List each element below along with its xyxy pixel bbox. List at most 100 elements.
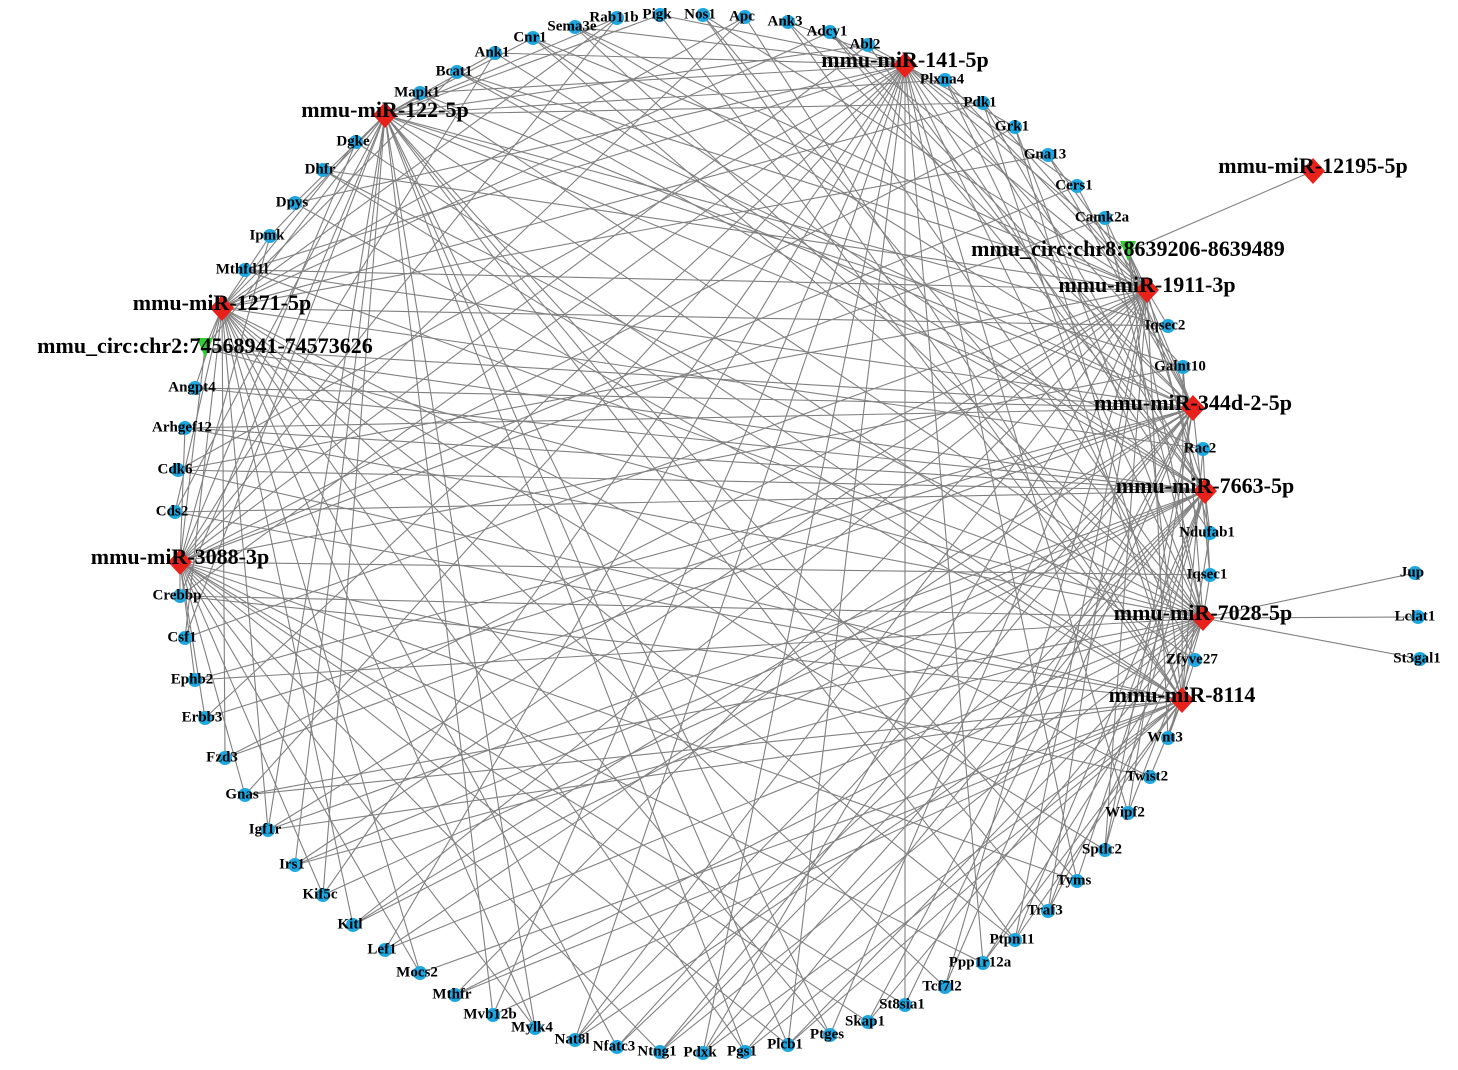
- circrna-label: mmu_circ:chr2:74568941-74573626: [37, 333, 373, 358]
- gene-node: [1121, 806, 1135, 820]
- edge: [1202, 572, 1416, 619]
- edge: [179, 561, 421, 974]
- gene-label: Zfyve27: [1166, 651, 1218, 667]
- gene-label: Dhfr: [305, 161, 336, 177]
- gene-label: Mapk1: [394, 84, 440, 100]
- edge: [184, 307, 223, 639]
- edge: [904, 64, 1184, 368]
- circrna-node: [197, 338, 213, 358]
- gene-label: Plcb1: [767, 1036, 803, 1052]
- gene-node: [288, 196, 302, 210]
- gene-label: Traf3: [1027, 902, 1063, 918]
- edge: [294, 114, 386, 866]
- gene-label: Bcat1: [436, 63, 473, 79]
- gene-node: [178, 631, 192, 645]
- gene-node: [413, 966, 427, 980]
- edge: [384, 44, 869, 116]
- edge: [904, 64, 1129, 252]
- gene-node: [1098, 843, 1112, 857]
- edge: [179, 347, 206, 563]
- gene-node: [823, 25, 837, 39]
- edge: [659, 14, 1183, 701]
- edge: [179, 366, 1184, 563]
- gene-node: [1098, 211, 1112, 225]
- edge: [419, 699, 1183, 974]
- mirna-label: mmu-miR-3088-3p: [91, 544, 269, 569]
- gene-node: [450, 65, 464, 79]
- gene-node: [781, 1038, 795, 1052]
- mirna-label: mmu-miR-12195-5p: [1218, 153, 1407, 178]
- gene-label: Plxna4: [920, 71, 965, 87]
- gene-node: [263, 229, 277, 243]
- edge: [269, 114, 386, 237]
- edge: [384, 114, 789, 1046]
- gene-label: Lclat1: [1395, 608, 1436, 624]
- edge: [454, 617, 1204, 996]
- gene-label: Ntng1: [637, 1043, 676, 1059]
- edge: [204, 347, 1204, 619]
- gene-label: Igf1r: [249, 821, 282, 837]
- edge: [179, 561, 789, 1046]
- gene-node: [1161, 319, 1175, 333]
- edge: [384, 114, 831, 1036]
- edge: [384, 79, 946, 116]
- edge: [574, 26, 1204, 619]
- gene-node: [1411, 610, 1425, 624]
- edge: [1127, 250, 1204, 619]
- edge: [179, 561, 536, 1029]
- mirna-node: [1181, 395, 1205, 421]
- gene-node: [976, 96, 990, 110]
- gene-label: Dgke: [336, 133, 370, 149]
- edge: [221, 141, 357, 309]
- gene-label: Wnt3: [1147, 729, 1183, 745]
- edge: [1047, 490, 1206, 912]
- gene-node: [568, 20, 582, 34]
- edge: [384, 114, 1169, 327]
- edge: [384, 114, 1078, 882]
- gene-label: Iqsec2: [1145, 317, 1186, 333]
- gene-node: [1041, 148, 1055, 162]
- gene-label: Lef1: [367, 941, 396, 957]
- edge: [702, 14, 1183, 701]
- gene-node: [349, 135, 363, 149]
- gene-label: Camk2a: [1075, 209, 1130, 225]
- gene-label: Ephb2: [171, 671, 214, 687]
- edge: [179, 44, 869, 563]
- gene-label: Kitl: [338, 916, 363, 932]
- edge: [574, 617, 1204, 1041]
- edge: [904, 64, 1196, 661]
- edge: [384, 52, 496, 116]
- edges: [174, 14, 1421, 1054]
- edge: [179, 64, 906, 597]
- mirna-node: [893, 52, 917, 78]
- gene-node: [738, 10, 752, 24]
- gene-label: Wipf2: [1105, 804, 1145, 820]
- gene-node: [781, 15, 795, 29]
- edge: [221, 307, 1106, 851]
- circrna-label: mmu_circ:chr8:8639206-8639489: [971, 236, 1285, 261]
- edge: [322, 490, 1206, 896]
- mirna-label: mmu-miR-344d-2-5p: [1094, 390, 1292, 415]
- gene-node: [188, 673, 202, 687]
- edge: [1047, 289, 1148, 912]
- edge: [456, 71, 1206, 492]
- edge: [179, 17, 618, 563]
- edge: [184, 407, 1194, 429]
- edge: [532, 37, 1148, 291]
- edge: [221, 307, 269, 831]
- edge: [574, 289, 1148, 1041]
- edge: [221, 307, 1151, 778]
- mirna-label: mmu-miR-7663-5p: [1116, 473, 1294, 498]
- edge: [179, 561, 661, 1053]
- edge: [384, 64, 906, 951]
- gene-node: [610, 11, 624, 25]
- edge: [787, 699, 1183, 1046]
- edge: [221, 307, 746, 1053]
- edge: [532, 37, 1204, 619]
- edge: [1014, 490, 1206, 941]
- mirna-node: [1135, 277, 1159, 303]
- edge: [179, 427, 186, 563]
- gene-node: [1203, 526, 1217, 540]
- mirna-label: mmu-miR-7028-5p: [1114, 600, 1292, 625]
